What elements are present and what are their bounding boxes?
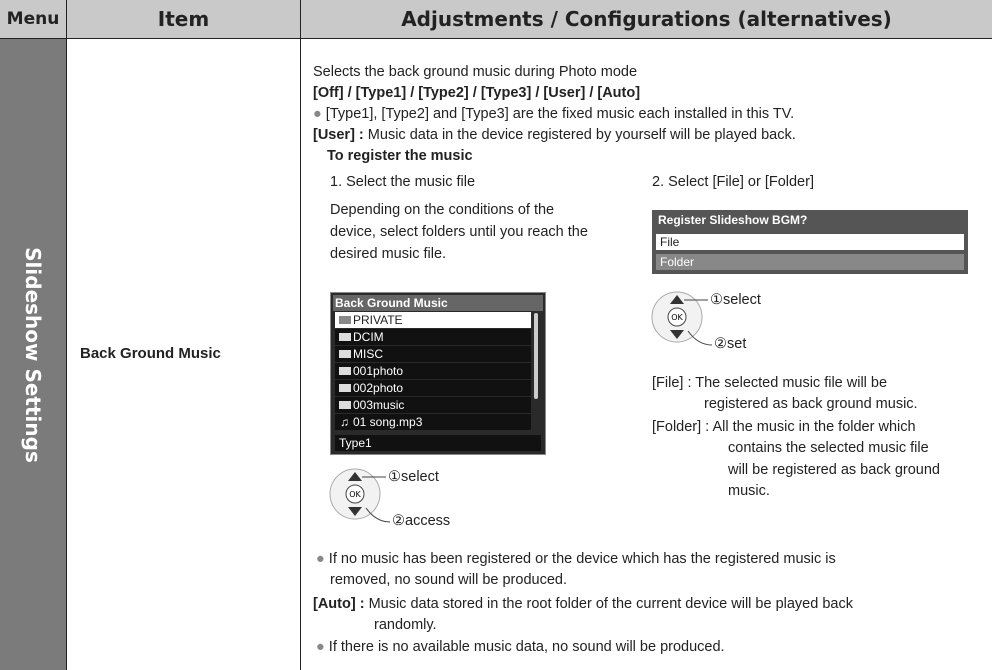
remote-icon: OK <box>329 468 391 523</box>
item-text: 003music <box>353 398 405 412</box>
list-item: 002photo <box>335 380 531 396</box>
item-text: PRIVATE <box>353 313 403 327</box>
option-text: Music data stored in the root folder of … <box>368 596 853 612</box>
list-item: PRIVATE <box>335 312 531 328</box>
option-label: [File] : <box>652 375 692 391</box>
remote-label: ①select <box>710 292 761 308</box>
item-text: DCIM <box>353 330 384 344</box>
step-text: desired music file. <box>330 246 447 262</box>
menu-label: Slideshow Settings <box>21 247 45 463</box>
folder-desc: [Folder] : All the music in the folder w… <box>652 419 916 435</box>
file-desc: registered as back ground music. <box>704 396 918 412</box>
list-item: ♫ 01 song.mp3 <box>335 414 531 430</box>
menu-cell <box>0 39 66 670</box>
screen: Back Ground Music PRIVATE DCIM MISC 001p… <box>330 292 546 455</box>
folder-desc: will be registered as back ground <box>728 462 940 478</box>
list-item: DCIM <box>335 329 531 345</box>
note-text: [Type1], [Type2] and [Type3] are the fix… <box>325 106 795 122</box>
header-adjust: Adjustments / Configurations (alternativ… <box>301 0 992 39</box>
step-title: 1. Select the music file <box>330 174 476 190</box>
screen-title: Back Ground Music <box>333 295 543 311</box>
note: ● If there is no available music data, n… <box>316 639 725 655</box>
user-option: [User] : Music data in the device regist… <box>313 127 796 143</box>
screen-title: Register Slideshow BGM? <box>658 213 808 227</box>
options: [Off] / [Type1] / [Type2] / [Type3] / [U… <box>313 85 641 101</box>
note-text: If no music has been registered or the d… <box>328 551 836 567</box>
screen-footer: Type1 <box>335 435 541 451</box>
remote-label: ①select <box>388 469 439 485</box>
svg-text:OK: OK <box>671 313 683 322</box>
screen: Register Slideshow BGM? File Folder <box>652 210 968 274</box>
auto-option: [Auto] : Music data stored in the root f… <box>313 596 853 612</box>
scrollbar <box>534 313 538 399</box>
item-text: 001photo <box>353 364 404 378</box>
list-item: 001photo <box>335 363 531 379</box>
note-text: If there is no available music data, no … <box>328 639 725 655</box>
note: ● [Type1], [Type2] and [Type3] are the f… <box>313 106 795 122</box>
step-text: device, select folders until you reach t… <box>330 224 588 240</box>
note: ● If no music has been registered or the… <box>316 551 836 567</box>
list-item: MISC <box>335 346 531 362</box>
divider <box>300 0 301 670</box>
remote-icon: OK <box>651 291 713 346</box>
note: removed, no sound will be produced. <box>330 572 567 588</box>
folder-desc: music. <box>728 483 770 499</box>
option-text: Music data in the device registered by y… <box>367 127 796 143</box>
item-label: Back Ground Music <box>80 345 221 362</box>
file-desc: [File] : The selected music file will be <box>652 375 887 391</box>
step-title: 2. Select [File] or [Folder] <box>652 174 814 190</box>
option-label: [User] : <box>313 127 364 143</box>
remote-label: ②set <box>714 336 747 352</box>
list-item: Folder <box>656 254 964 270</box>
option-text: All the music in the folder which <box>712 419 916 435</box>
option-text: The selected music file will be <box>695 375 888 391</box>
option-label: [Folder] : <box>652 419 710 435</box>
list-item: File <box>656 234 964 250</box>
header-menu: Menu <box>0 0 66 39</box>
divider <box>66 0 67 670</box>
list-item: 003music <box>335 397 531 413</box>
folder-desc: contains the selected music file <box>728 440 929 456</box>
remote-label: ②access <box>392 513 451 529</box>
item-text: MISC <box>353 347 383 361</box>
svg-text:OK: OK <box>349 490 361 499</box>
register-heading: To register the music <box>327 148 473 164</box>
header-item: Item <box>67 0 300 39</box>
step-text: Depending on the conditions of the <box>330 202 555 218</box>
item-text: 01 song.mp3 <box>353 415 423 429</box>
item-text: 002photo <box>353 381 404 395</box>
auto-option: randomly. <box>374 617 437 633</box>
description: Selects the back ground music during Pho… <box>313 64 638 80</box>
option-label: [Auto] : <box>313 596 365 612</box>
